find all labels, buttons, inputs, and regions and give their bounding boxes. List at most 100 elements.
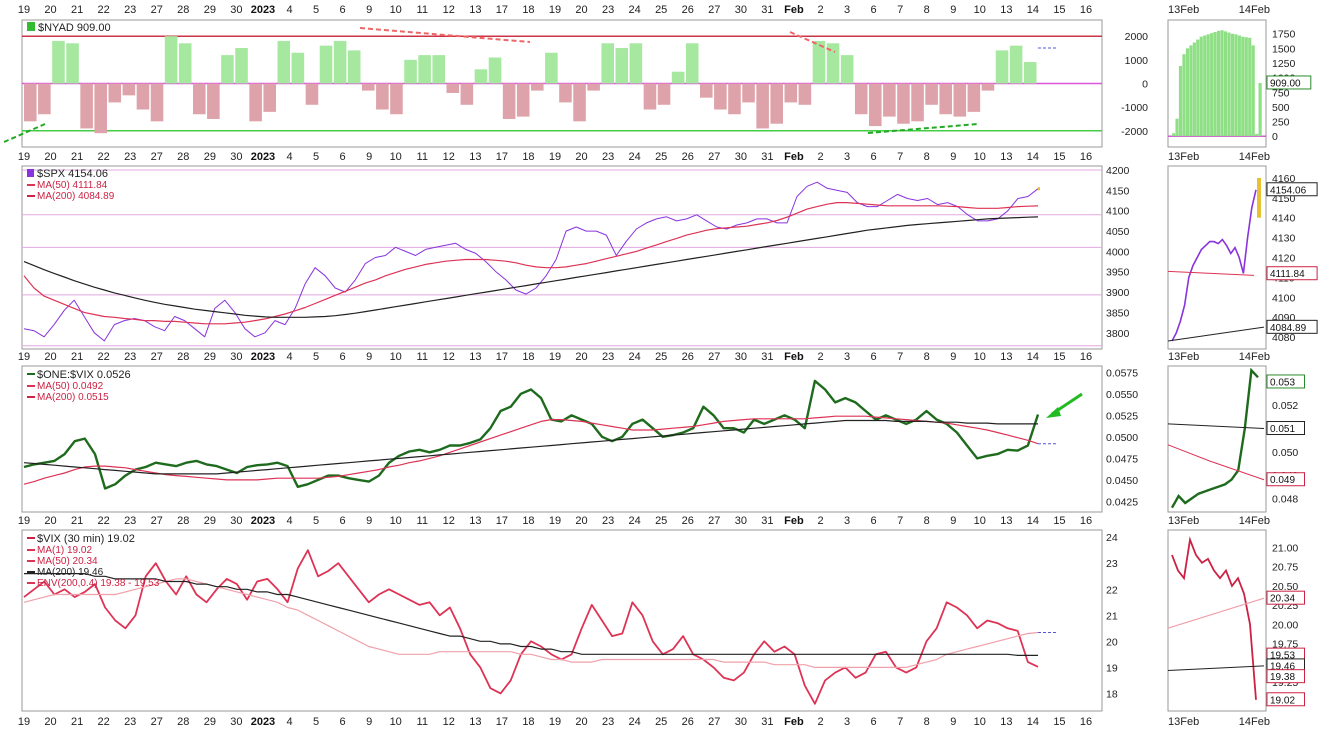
onevix-y-tick: 0.0450: [1106, 475, 1138, 487]
x-tick-label: 6: [871, 351, 877, 363]
x-tick-label: 6: [340, 351, 346, 363]
spx-intraday-ma200-badge: 4084.89: [1270, 323, 1307, 334]
x-tick-label: 13: [1000, 515, 1012, 527]
x-tick-label: 18: [522, 515, 534, 527]
x-tick-label: 10: [390, 151, 402, 163]
x-tick-label: 26: [682, 151, 694, 163]
nyad-bar: [939, 83, 952, 115]
nyad-bar: [235, 48, 248, 84]
nyad-bar: [221, 55, 234, 84]
x-tick-label: 16: [1080, 351, 1092, 363]
x-tick-label: 22: [98, 4, 110, 16]
x-tick-label: 19: [549, 716, 561, 728]
x-tick-label: 2023: [251, 716, 275, 728]
nyad-intraday-bar: [1217, 30, 1221, 137]
vix-title: $VIX (30 min) 19.02: [37, 533, 135, 545]
vix-intraday-ma200-badge: 19.46: [1270, 661, 1295, 672]
x-tick-label: 27: [151, 515, 163, 527]
x-tick-label: 4: [286, 515, 292, 527]
spx-legend: $SPX 4154.06 MA(50) 4111.84 MA(200) 4084…: [27, 168, 115, 202]
spx-series-line: [23, 181, 1039, 342]
nyad-intraday-bar: [1237, 35, 1241, 137]
x-tick-label: 20: [575, 151, 587, 163]
nyad-intraday-top-x-label: 13Feb: [1168, 4, 1199, 16]
x-tick-label: 15: [1053, 4, 1065, 16]
vix-intraday-y-tick: 21.00: [1272, 542, 1298, 554]
x-tick-label: 27: [708, 351, 720, 363]
x-tick-label: Feb: [784, 151, 804, 163]
vix-intraday-env-lower-badge: 19.38: [1270, 672, 1295, 683]
nyad-intraday-bar: [1178, 65, 1183, 137]
nyad-bar: [347, 50, 361, 84]
nyad-bar: [178, 43, 192, 84]
x-tick-label: 26: [682, 351, 694, 363]
vix-y-tick: 21: [1106, 610, 1118, 622]
nyad-bar: [742, 83, 755, 103]
onevix-y-tick: 0.0575: [1106, 367, 1138, 379]
x-tick-label: 27: [151, 151, 163, 163]
nyad-intraday-bar: [1206, 34, 1210, 137]
x-tick-label: 25: [655, 515, 667, 527]
vix-series-line: [24, 572, 1038, 657]
x-tick-label: 26: [682, 515, 694, 527]
x-tick-label: 3: [844, 4, 850, 16]
x-tick-label: 29: [204, 716, 216, 728]
spx-intraday-x-label: 14Feb: [1239, 351, 1270, 363]
x-tick-label: 3: [844, 351, 850, 363]
x-tick-label: 12: [443, 151, 455, 163]
nyad-bar: [305, 83, 319, 105]
x-tick-label: 28: [177, 4, 189, 16]
x-tick-label: 5: [313, 351, 319, 363]
x-tick-label: 20: [44, 4, 56, 16]
vix-intraday-frame: [1167, 529, 1267, 712]
nyad-intraday-bar: [1213, 31, 1217, 137]
x-tick-label: 7: [897, 4, 903, 16]
x-tick-label: 25: [655, 351, 667, 363]
x-tick-label: 9: [950, 716, 956, 728]
x-tick-label: 30: [230, 4, 242, 16]
x-tick-label: 27: [151, 4, 163, 16]
x-tick-label: 18: [522, 716, 534, 728]
x-tick-label: 12: [443, 716, 455, 728]
nyad-intraday-y-tick: 500: [1272, 102, 1290, 114]
x-tick-label: Feb: [784, 4, 804, 16]
nyad-bar: [291, 52, 305, 84]
x-tick-label: 10: [974, 515, 986, 527]
vix-panel-frame: [21, 529, 1103, 712]
x-tick-label: 3: [844, 716, 850, 728]
x-tick-label: 14: [1027, 4, 1039, 16]
nyad-bar: [249, 83, 262, 122]
x-tick-label: 17: [496, 716, 508, 728]
nyad-y-tick: -2000: [1121, 126, 1148, 138]
nyad-bar: [404, 59, 417, 84]
x-tick-label: 2023: [251, 515, 275, 527]
x-tick-label: 2: [817, 515, 823, 527]
nyad-y-tick: -1000: [1121, 102, 1148, 114]
x-tick-label: 6: [871, 151, 877, 163]
nyad-bar: [38, 83, 51, 115]
nyad-bar: [80, 83, 93, 129]
spx-y-tick: 3800: [1106, 328, 1130, 340]
x-tick-label: 9: [950, 151, 956, 163]
x-tick-label: 16: [1080, 4, 1092, 16]
vix-y-tick: 19: [1106, 662, 1118, 674]
nyad-bar: [714, 83, 727, 110]
x-tick-label: 2: [817, 151, 823, 163]
x-tick-label: 13: [1000, 151, 1012, 163]
onevix-intraday-last-badge: 0.053: [1270, 377, 1295, 388]
nyad-y-tick: 0: [1142, 79, 1148, 91]
onevix-y-tick: 0.0500: [1106, 432, 1138, 444]
nyad-bar: [981, 83, 995, 91]
nyad-intraday-bar: [1251, 45, 1255, 137]
x-tick-label: 9: [366, 351, 372, 363]
x-tick-label: 19: [18, 351, 30, 363]
vix-series-line: [23, 549, 1039, 705]
nyad-intraday-y-tick: 1750: [1272, 29, 1296, 41]
nyad-intraday-bar: [1227, 32, 1231, 137]
x-tick-label: 10: [974, 151, 986, 163]
spx-intraday-y-tick: 4100: [1272, 292, 1296, 304]
x-tick-label: 5: [313, 4, 319, 16]
nyad-bar: [897, 83, 910, 124]
nyad-bar: [531, 83, 544, 91]
